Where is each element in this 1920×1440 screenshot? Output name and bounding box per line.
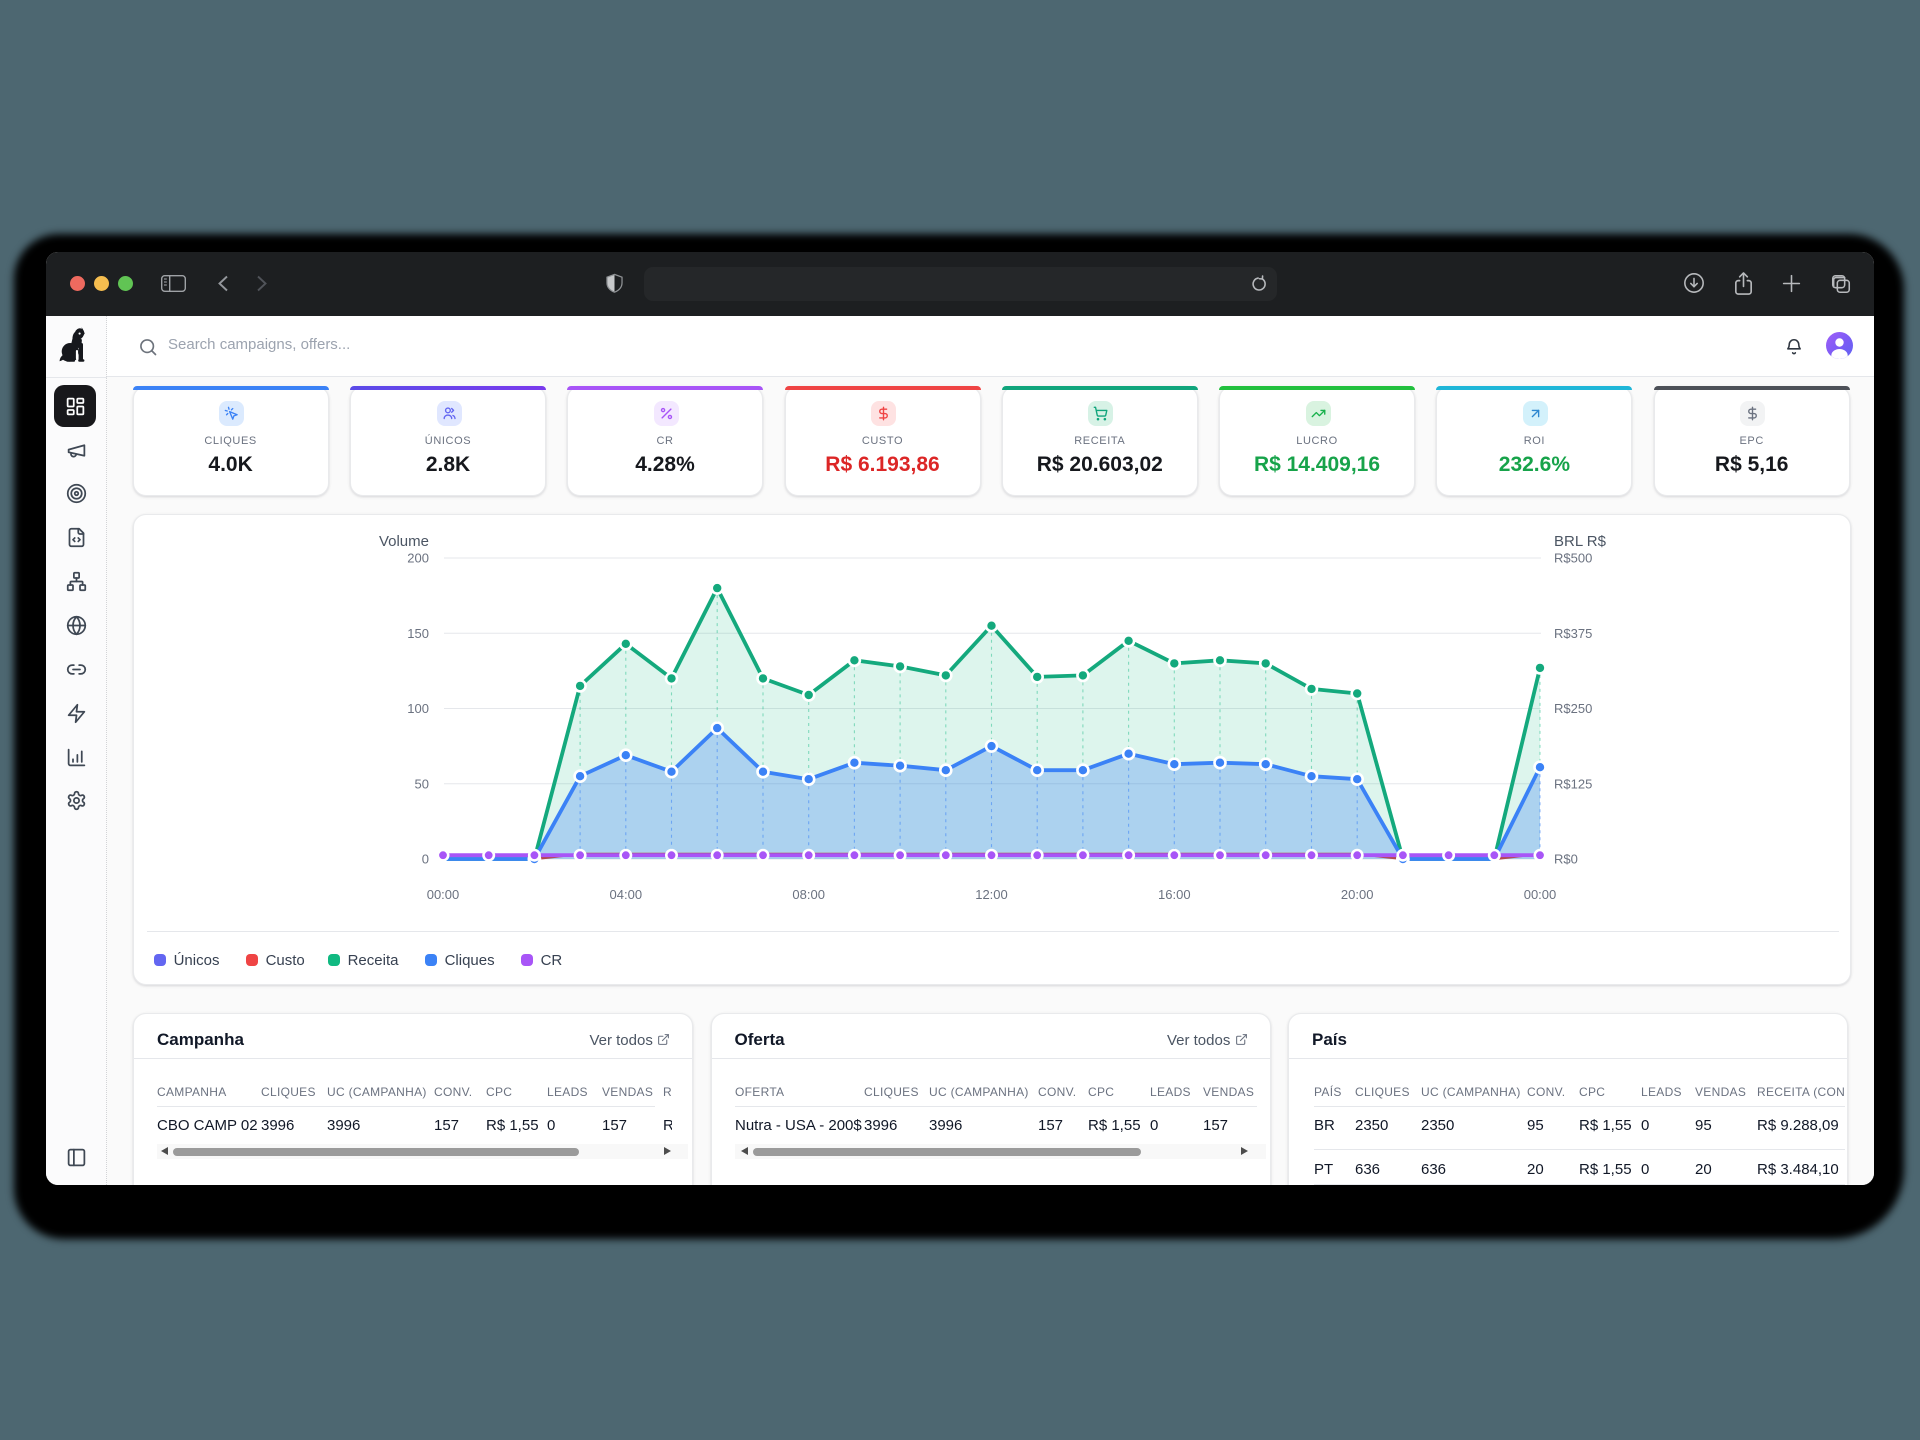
svg-text:R$125: R$125: [1554, 776, 1592, 791]
svg-text:R$500: R$500: [1554, 551, 1592, 566]
svg-text:200: 200: [407, 551, 429, 566]
svg-text:08:00: 08:00: [792, 887, 825, 902]
svg-text:50: 50: [414, 776, 428, 791]
svg-text:00:00: 00:00: [1523, 887, 1556, 902]
svg-text:100: 100: [407, 701, 429, 716]
svg-text:00:00: 00:00: [426, 887, 459, 902]
svg-text:R$375: R$375: [1554, 626, 1592, 641]
svg-text:0: 0: [421, 852, 428, 867]
svg-text:BRL R$: BRL R$: [1554, 533, 1607, 550]
svg-text:150: 150: [407, 626, 429, 641]
svg-text:20:00: 20:00: [1341, 887, 1374, 902]
svg-text:12:00: 12:00: [975, 887, 1008, 902]
svg-text:04:00: 04:00: [609, 887, 642, 902]
svg-text:16:00: 16:00: [1158, 887, 1191, 902]
svg-text:R$0: R$0: [1554, 852, 1578, 867]
svg-text:R$250: R$250: [1554, 701, 1592, 716]
svg-text:Volume: Volume: [379, 533, 429, 550]
